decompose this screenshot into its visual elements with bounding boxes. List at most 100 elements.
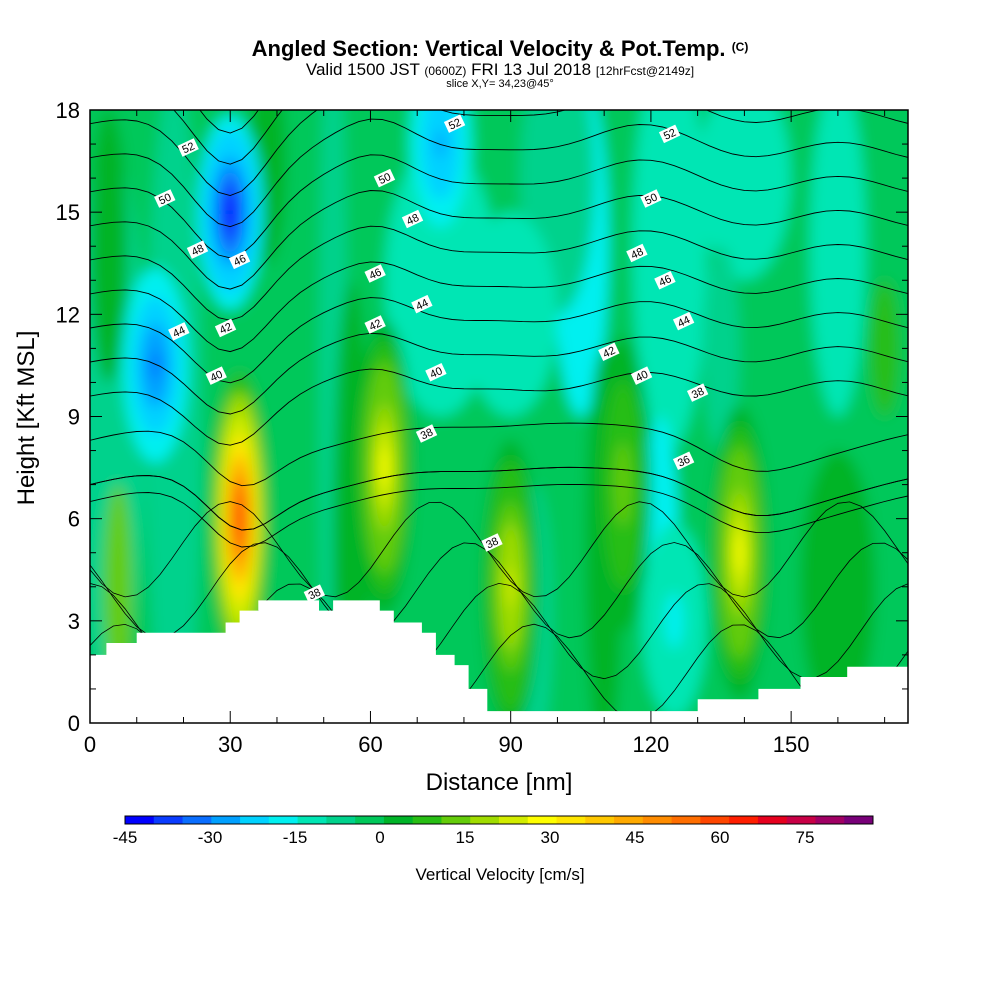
theta-contour-line (90, 501, 908, 598)
chart-title: Angled Section: Vertical Velocity & Pot.… (251, 36, 749, 61)
theta-contour-line (90, 0, 908, 102)
contour-label: 38 (307, 586, 323, 602)
colorbar-tick-label: 75 (796, 828, 815, 847)
contour-label-bg (411, 294, 433, 314)
theta-contour-line (90, 542, 908, 639)
contour-label-bg (686, 383, 709, 402)
colorbar: -45 -30 -15 0 15 30 45 60 75 (113, 815, 874, 847)
colorbar-swatch (844, 816, 874, 824)
colorbar-swatch (182, 816, 212, 824)
field-band (702, 246, 740, 451)
field-feature (225, 198, 235, 227)
theta-contour-line (90, 225, 908, 321)
field-feature (235, 497, 244, 540)
contour-label-bg (443, 114, 466, 133)
contour-label: 38 (484, 535, 500, 551)
contour-label-bg (205, 366, 227, 385)
colorbar-swatch (240, 816, 270, 824)
contour-label-bg (364, 264, 386, 283)
contour-label-bg (303, 584, 326, 603)
contour-label: 44 (414, 297, 430, 313)
y-tick-label: 18 (56, 98, 80, 123)
contour-label-bg (154, 189, 176, 208)
colorbar-tick-label: 0 (375, 828, 384, 847)
contour-label: 42 (601, 345, 617, 361)
contour-label: 52 (447, 117, 463, 133)
x-tick-label: 150 (773, 732, 810, 757)
field-feature (435, 130, 446, 158)
contour-label: 52 (662, 127, 678, 143)
theta-contour-line (90, 0, 908, 71)
theta-contour-line (90, 297, 908, 384)
contour-label-bg (168, 322, 190, 341)
theta-contour-line (90, 110, 908, 196)
y-tick-label: 12 (56, 302, 80, 327)
contour-label-bg (186, 240, 209, 259)
colorbar-swatch (671, 816, 701, 824)
x-axis-title: Distance [nm] (426, 769, 573, 796)
contour-label-bg (415, 424, 438, 443)
contour-label-bg (401, 209, 424, 229)
colorbar-tick-label: 30 (541, 828, 560, 847)
theta-contour-line (173, 110, 283, 165)
contour-label: 36 (676, 454, 692, 470)
colorbar-swatch (383, 816, 414, 824)
colorbar-swatch (642, 816, 673, 824)
contour-label-bg (598, 342, 620, 362)
contour-label-bg (373, 168, 396, 188)
contour-label: 50 (643, 191, 659, 207)
contour-label-bg (640, 189, 662, 208)
contour-label-bg (630, 366, 653, 385)
x-tick-label: 120 (633, 732, 670, 757)
field-band (463, 212, 558, 417)
field-feature (150, 351, 161, 380)
field-feature (618, 463, 627, 506)
contour-label: 46 (657, 273, 673, 289)
field-feature (506, 565, 515, 608)
colorbar-swatch (355, 816, 385, 824)
colorbar-swatch (297, 816, 327, 824)
contour-label: 46 (367, 266, 383, 282)
field-feature (380, 446, 389, 489)
contour-labels: 52 52 52 50 50 50 48 48 48 46 46 46 44 44 44 42 42 42 40 40… (154, 114, 709, 603)
field-band (281, 110, 310, 723)
colorbar-swatch (556, 816, 586, 824)
colorbar-title: Vertical Velocity [cm/s] (415, 865, 584, 884)
theta-contour-line (90, 154, 908, 259)
colorbar-swatch (499, 816, 529, 824)
y-tick-label: 15 (56, 200, 80, 225)
y-tick-label: 9 (68, 405, 80, 430)
contour-label: 42 (218, 321, 234, 337)
contour-label: 44 (171, 324, 187, 340)
x-tick-label: 90 (498, 732, 522, 757)
x-tick-label: 60 (358, 732, 382, 757)
colorbar-swatch (757, 816, 788, 824)
y-tick-label: 0 (68, 711, 80, 736)
terrain-fill (90, 600, 908, 723)
colorbar-tick-label: 45 (626, 828, 645, 847)
chart-subtitle: Valid 1500 JST (0600Z) FRI 13 Jul 2018 [… (305, 60, 695, 79)
contour-label-bg (654, 271, 676, 290)
contour-label: 52 (180, 140, 196, 156)
contour-label: 48 (405, 212, 421, 228)
field-band (809, 110, 866, 417)
x-tick-label: 30 (218, 732, 242, 757)
contour-label-bg (658, 124, 681, 144)
y-axis-title: Height [Kft MSL] (13, 331, 40, 506)
colorbar-tick-label: 15 (456, 828, 475, 847)
contour-label: 40 (634, 369, 650, 385)
colorbar-tick-label: -45 (113, 828, 138, 847)
theta-contour-line (90, 332, 908, 415)
colorbar-swatch (125, 816, 155, 824)
field-band (104, 484, 133, 689)
contour-label-bg (228, 250, 251, 270)
contour-label: 44 (676, 314, 692, 330)
colorbar-swatch (153, 816, 184, 824)
colorbar-tick-label: -30 (198, 828, 223, 847)
contour-label: 46 (232, 253, 248, 269)
colorbar-tick-label: 60 (711, 828, 730, 847)
contour-label: 48 (190, 243, 206, 259)
contour-label-bg (214, 318, 237, 338)
